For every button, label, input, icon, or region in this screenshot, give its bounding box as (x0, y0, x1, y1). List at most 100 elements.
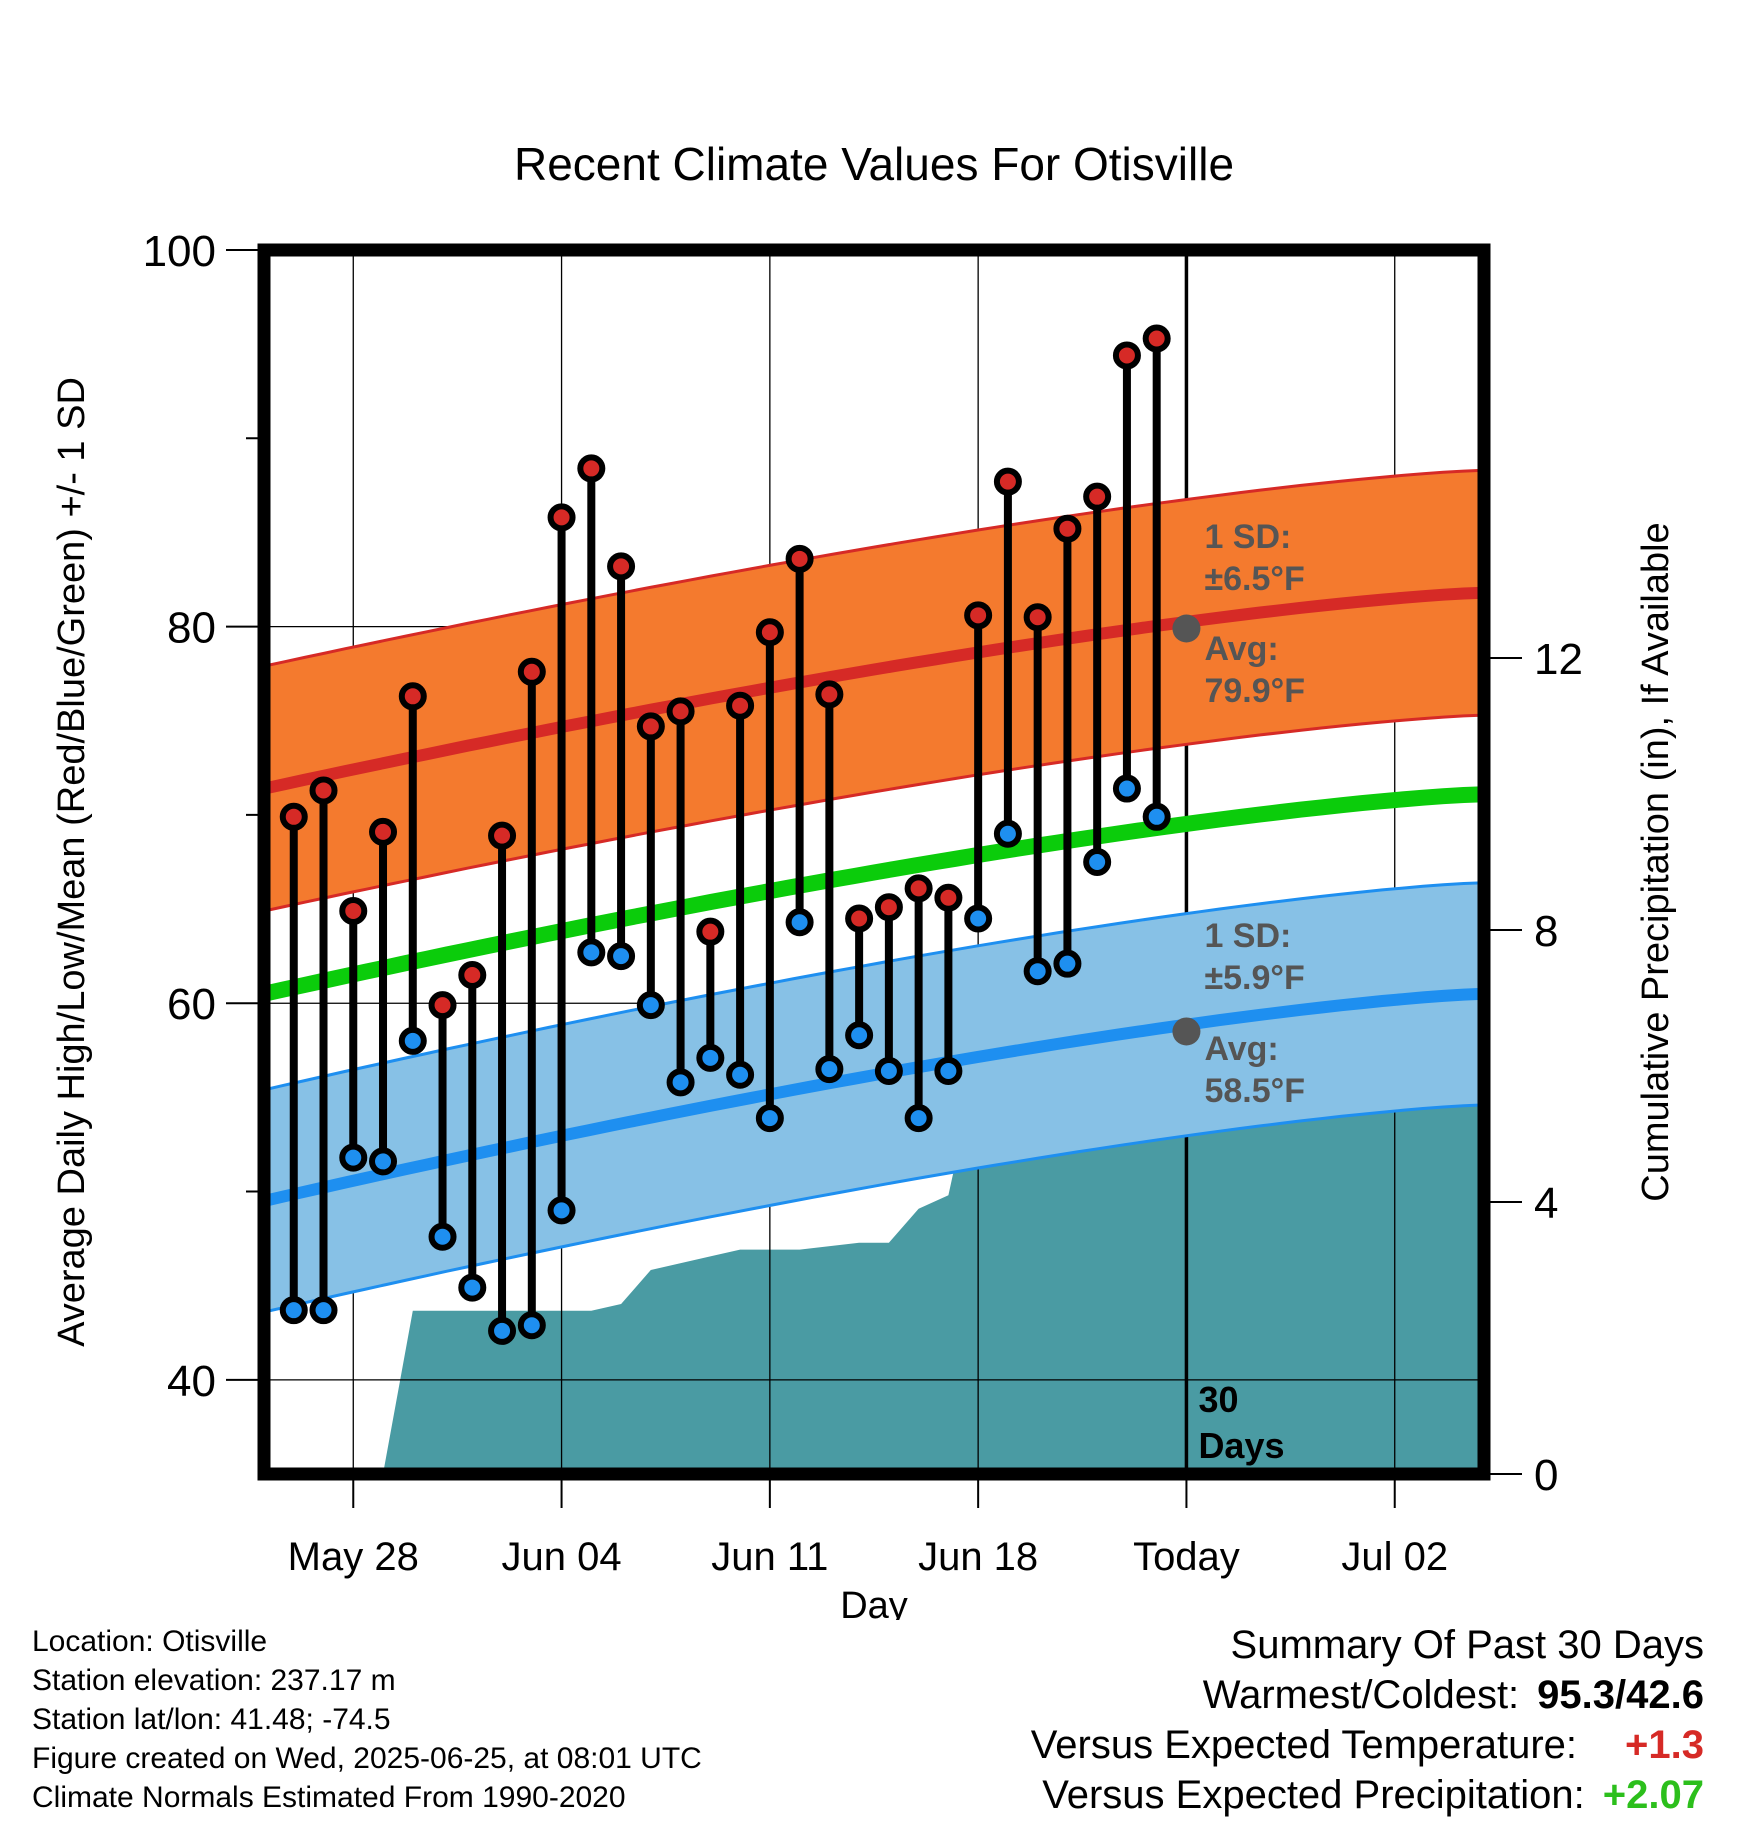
chart-title: Recent Climate Values For Otisville (514, 138, 1234, 190)
elevation-text: Station elevation: 237.17 m (32, 1664, 396, 1697)
warmest-value: 95.3/42.6 (1537, 1673, 1704, 1717)
daily-low-point (993, 819, 1022, 848)
low-avg-value: 58.5°F (1204, 1072, 1305, 1110)
annotations: 1 SD: ±6.5°F Avg: 79.9°F 1 SD: ±5.9°F Avg: 58.5… (143, 227, 1583, 1579)
daily-high-point (369, 817, 398, 846)
today-low-avg-marker (1172, 1017, 1201, 1046)
daily-high-point (904, 874, 933, 903)
location-text: Location: Otisville (32, 1625, 268, 1658)
y-tick-label: 80 (167, 604, 216, 653)
daily-high-point (279, 802, 308, 831)
high-sd-lower-line (264, 713, 1484, 913)
daily-high-point (1083, 482, 1112, 511)
normal-high-line (264, 586, 1484, 795)
x-tick-label: Jun 11 (711, 1535, 828, 1579)
high-sd-label: 1 SD: (1204, 518, 1291, 556)
created-text: Figure created on Wed, 2025-06-25, at 08… (32, 1742, 702, 1775)
daily-low-point (547, 1196, 576, 1225)
daily-low-point (488, 1316, 517, 1345)
daily-low-point (607, 942, 636, 971)
high-sd-upper-line (264, 468, 1484, 668)
daily-low-point (309, 1296, 338, 1325)
summary-panel: Summary Of Past 30 Days Warmest/Coldest:… (1031, 1620, 1704, 1820)
daily-low-point (666, 1068, 695, 1097)
low-sd-upper-line (264, 881, 1484, 1092)
daily-low-point (1112, 774, 1141, 803)
x-tick-label: Jun 18 (918, 1535, 1038, 1579)
temp-anomaly-value: +1.3 (1625, 1723, 1704, 1767)
daily-low-point (1053, 949, 1082, 978)
low-sd-label: 1 SD: (1204, 917, 1291, 955)
precip-area (383, 1052, 1484, 1474)
today-days-label: Days (1198, 1425, 1284, 1466)
daily-high-point (874, 893, 903, 922)
normal-mean-line (264, 786, 1484, 1002)
daily-low-point (934, 1057, 963, 1086)
daily-low-point (845, 1021, 874, 1050)
normals-text: Climate Normals Estimated From 1990-2020 (32, 1781, 626, 1814)
daily-high-point (993, 467, 1022, 496)
daily-high-point (607, 552, 636, 581)
precip-anomaly-value: +2.07 (1602, 1773, 1704, 1817)
y2-tick-label: 0 (1534, 1451, 1558, 1500)
daily-high-point (934, 883, 963, 912)
daily-high-point (517, 657, 546, 686)
daily-low-point (577, 938, 606, 967)
daily-high-point (339, 896, 368, 925)
daily-high-point (666, 697, 695, 726)
temp-anomaly-label: Versus Expected Temperature: (1030, 1723, 1578, 1767)
daily-low-point (785, 908, 814, 937)
high-avg-label: Avg: (1204, 630, 1278, 668)
daily-range-bars (279, 324, 1171, 1345)
y2-tick-label: 12 (1534, 635, 1583, 684)
today-days-number: 30 (1198, 1379, 1238, 1420)
daily-low-point (1023, 957, 1052, 986)
daily-high-point (1053, 514, 1082, 543)
daily-high-point (398, 682, 427, 711)
daily-low-point (517, 1311, 546, 1340)
low-avg-label: Avg: (1204, 1030, 1278, 1068)
daily-high-point (1112, 341, 1141, 370)
today-high-avg-marker (1172, 614, 1201, 643)
y2-tick-label: 8 (1534, 907, 1558, 956)
daily-high-point (755, 618, 784, 647)
daily-low-point (964, 904, 993, 933)
daily-low-point (369, 1147, 398, 1176)
daily-high-point (309, 776, 338, 805)
daily-high-point (964, 601, 993, 630)
y-tick-label: 60 (167, 980, 216, 1029)
daily-low-point (755, 1104, 784, 1133)
daily-low-point (458, 1273, 487, 1302)
daily-high-point (1023, 603, 1052, 632)
daily-high-point (488, 821, 517, 850)
station-info: Location: Otisville Station elevation: 2… (32, 1622, 702, 1817)
daily-low-point (428, 1222, 457, 1251)
daily-high-point (458, 960, 487, 989)
y-tick-label: 40 (167, 1357, 216, 1406)
y2-axis-label: Cumulative Precipitation (in), If Availa… (1635, 522, 1677, 1201)
daily-high-point (428, 991, 457, 1020)
latlon-text: Station lat/lon: 41.48; -74.5 (32, 1703, 391, 1736)
axes (226, 243, 1522, 1508)
y-axis-label: Average Daily High/Low/Mean (Red/Blue/Gr… (51, 377, 93, 1347)
x-tick-label: Jun 04 (502, 1535, 622, 1579)
x-axis-label: Day (840, 1585, 908, 1620)
daily-high-point (845, 904, 874, 933)
plot-frame (257, 243, 1491, 1481)
daily-high-point (1142, 324, 1171, 353)
daily-high-point (547, 503, 576, 532)
summary-title: Summary Of Past 30 Days (1230, 1623, 1704, 1667)
high-sd-band (264, 470, 1484, 911)
x-tick-label: Today (1133, 1535, 1240, 1579)
daily-high-point (726, 691, 755, 720)
daily-low-point (1142, 802, 1171, 831)
y-tick-label: 100 (143, 227, 216, 276)
x-tick-label: Jul 02 (1341, 1535, 1448, 1579)
daily-high-point (577, 454, 606, 483)
low-sd-lower-line (264, 1103, 1484, 1314)
x-tick-label: May 28 (288, 1535, 419, 1579)
daily-high-point (636, 712, 665, 741)
daily-low-point (726, 1060, 755, 1089)
precip-anomaly-label: Versus Expected Precipitation: (1042, 1773, 1585, 1817)
climate-chart: Recent Climate Values For Otisville 1 SD… (51, 138, 1677, 1620)
